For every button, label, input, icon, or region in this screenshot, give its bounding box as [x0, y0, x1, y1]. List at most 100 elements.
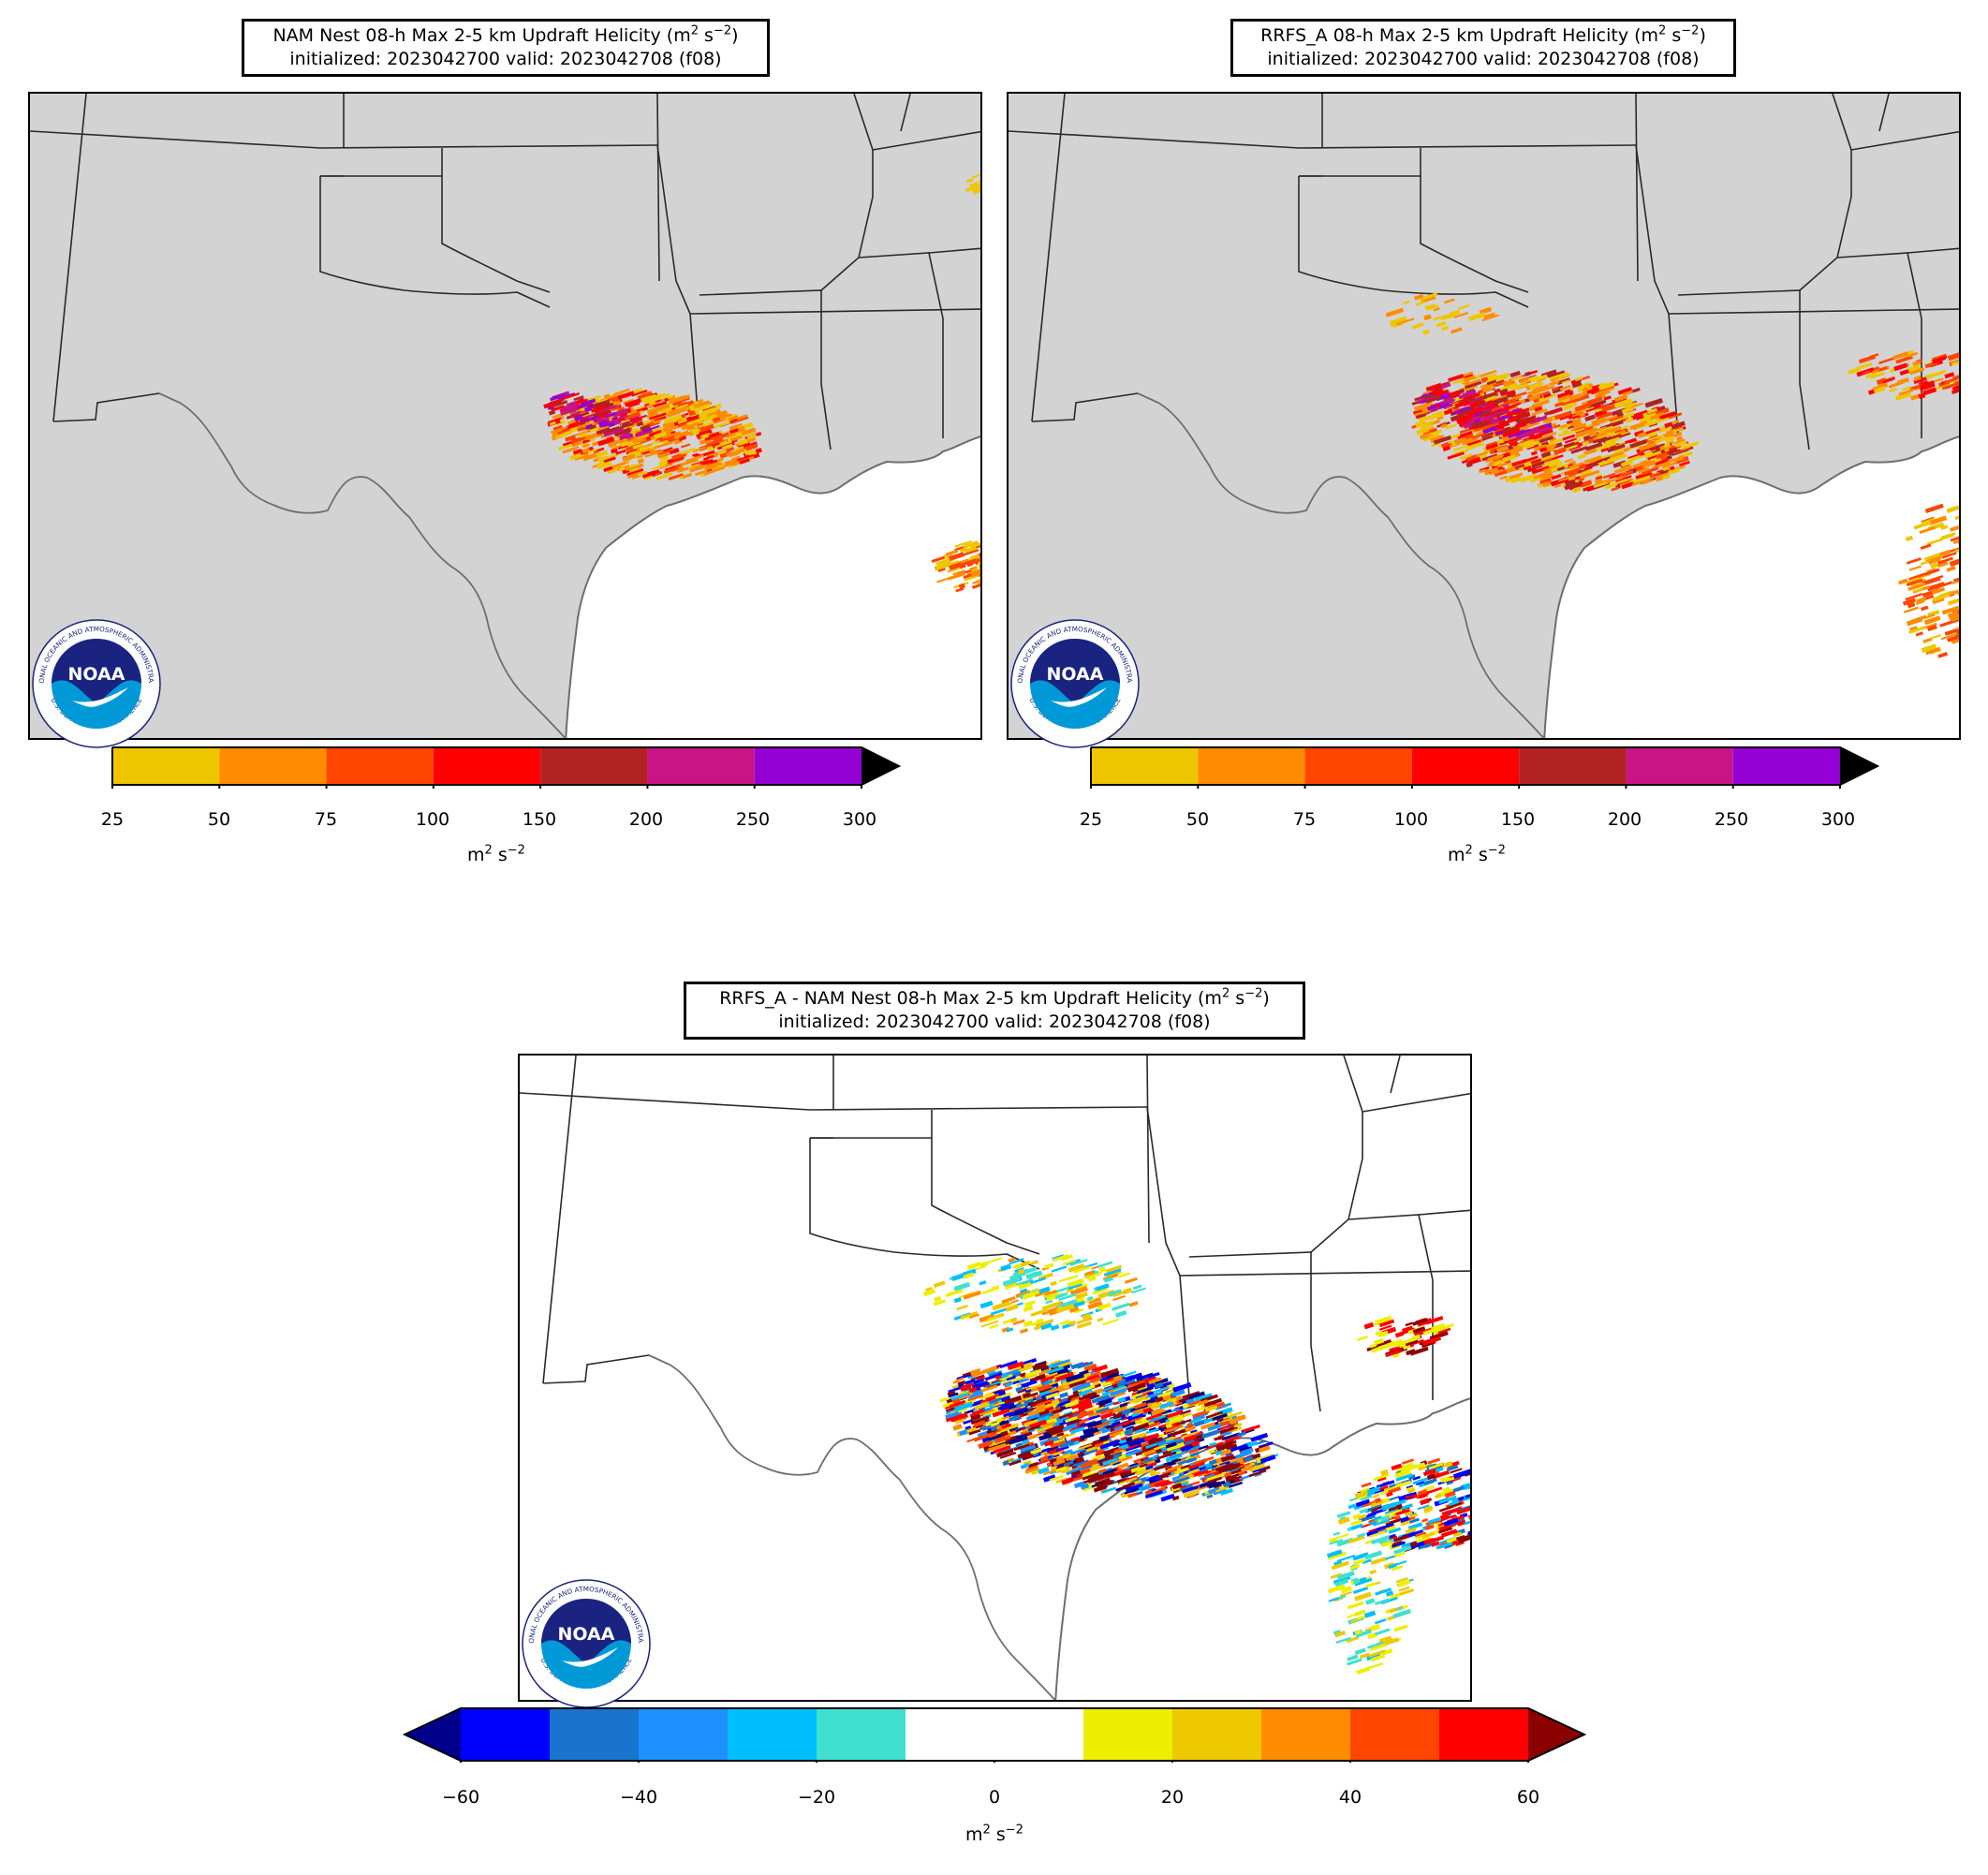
uh-cell — [1141, 1485, 1151, 1492]
uh-cell — [1500, 437, 1518, 446]
uh-cell — [998, 1373, 1012, 1381]
uh-cell — [1644, 450, 1662, 459]
uh-cell — [1354, 1577, 1373, 1587]
uh-cell — [1499, 475, 1508, 480]
uh-cell — [1364, 1582, 1376, 1588]
uh-cell — [725, 413, 738, 421]
uh-cell — [934, 1295, 942, 1303]
uh-cell — [1633, 475, 1651, 484]
uh-cell — [1643, 421, 1656, 427]
uh-cell — [668, 395, 686, 405]
uh-cell — [1112, 1412, 1124, 1420]
uh-cell — [1642, 460, 1657, 469]
uh-cell — [1435, 1466, 1444, 1473]
uh-cell — [1131, 1412, 1140, 1418]
uh-cell — [981, 1286, 999, 1295]
uh-cell — [1629, 421, 1649, 431]
uh-cell — [979, 1300, 994, 1309]
uh-cell — [1437, 1527, 1453, 1534]
uh-cell — [979, 1261, 989, 1268]
uh-cell — [1867, 389, 1876, 395]
uh-cell — [997, 1390, 1007, 1396]
uh-cell — [972, 1389, 982, 1396]
uh-cell — [611, 460, 629, 468]
uh-cell — [1142, 1456, 1154, 1464]
uh-cell — [1583, 448, 1597, 456]
uh-cell — [1661, 474, 1671, 480]
uh-cell — [1357, 1335, 1369, 1341]
uh-cell — [551, 402, 563, 408]
uh-cell — [1368, 1649, 1386, 1658]
uh-cell — [1055, 1466, 1068, 1473]
uh-cell — [646, 411, 659, 420]
rrfs-title-line1: RRFS_A 08-h Max 2-5 km Updraft Helicity … — [1260, 23, 1706, 46]
uh-cell — [1097, 1261, 1113, 1269]
uh-cell — [706, 437, 724, 447]
uh-cell — [1420, 292, 1438, 301]
uh-cell — [1458, 411, 1478, 420]
uh-cell — [1903, 606, 1920, 613]
uh-cell — [1000, 1395, 1011, 1403]
uh-cell — [1625, 438, 1634, 444]
uh-cell — [1475, 450, 1488, 458]
uh-cell — [1479, 468, 1487, 474]
map-state-border — [809, 1106, 1148, 1111]
uh-cell — [1214, 1435, 1225, 1441]
uh-cell — [1417, 1504, 1430, 1511]
uh-cell — [1051, 1398, 1060, 1406]
uh-cell — [1542, 392, 1552, 399]
uh-cell — [990, 1425, 998, 1432]
uh-cell — [1482, 425, 1499, 435]
uh-cell — [1912, 360, 1922, 367]
uh-cell — [1375, 1628, 1391, 1636]
uh-cell — [1081, 1400, 1093, 1408]
uh-cell — [1078, 1392, 1097, 1401]
uh-cell — [1022, 1392, 1032, 1399]
uh-cell — [1354, 1629, 1362, 1635]
uh-cell — [984, 1372, 1003, 1381]
uh-cell — [1951, 638, 1959, 644]
uh-cell — [1016, 1382, 1023, 1387]
colorbar-swatch — [728, 1708, 817, 1761]
uh-cell — [677, 417, 687, 424]
uh-cell — [1134, 1428, 1143, 1434]
uh-cell — [731, 416, 749, 424]
uh-cell — [1337, 1594, 1347, 1600]
uh-cell — [1465, 441, 1485, 450]
logo-gull-icon — [562, 1647, 618, 1667]
colorbar-swatch — [639, 1708, 729, 1761]
uh-cell — [1630, 409, 1649, 420]
uh-cell — [1020, 1444, 1037, 1453]
uh-cell — [1117, 1462, 1129, 1469]
uh-cell — [1119, 1470, 1130, 1478]
uh-cell — [935, 558, 950, 566]
uh-cell — [1909, 626, 1918, 631]
uh-cell — [1159, 1401, 1174, 1410]
uh-cell — [1430, 1541, 1440, 1547]
uh-cell — [1111, 1405, 1127, 1414]
uh-cell — [1392, 1541, 1402, 1546]
uh-cell — [1591, 388, 1606, 395]
uh-cell — [1230, 1443, 1248, 1453]
uh-cell — [1091, 1364, 1109, 1374]
uh-cell — [1421, 393, 1429, 398]
uh-cell — [1432, 1469, 1451, 1480]
uh-cell — [1126, 1425, 1135, 1430]
uh-cell — [1190, 1429, 1198, 1434]
uh-cell — [1501, 426, 1517, 435]
uh-cell — [1010, 1456, 1024, 1463]
map-state-border — [1635, 144, 1679, 436]
colorbar-tick-label: 100 — [415, 809, 450, 830]
uh-cell — [1039, 1387, 1052, 1394]
uh-cell — [1098, 1434, 1111, 1441]
uh-cell — [1001, 1423, 1012, 1429]
uh-cell — [1377, 1339, 1392, 1348]
uh-cell — [1481, 314, 1499, 322]
uh-cell — [1439, 1475, 1452, 1484]
map-field — [922, 1253, 1470, 1675]
uh-cell — [1654, 458, 1670, 466]
uh-cell — [1336, 1511, 1351, 1518]
uh-cell — [1128, 1398, 1137, 1404]
uh-cell — [1135, 1449, 1149, 1456]
uh-cell — [1422, 329, 1430, 335]
